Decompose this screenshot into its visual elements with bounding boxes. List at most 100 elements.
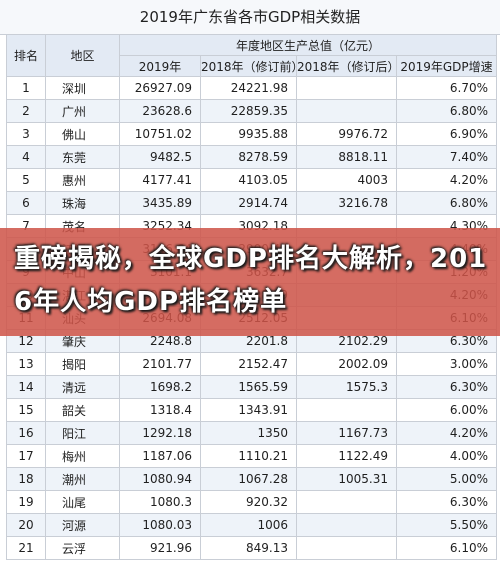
- cell-growth: 4.20%: [395, 421, 498, 445]
- header-2019-growth: 2019年GDP增速: [395, 55, 498, 77]
- cell-region: 深圳: [45, 76, 120, 100]
- cell-rank: 15: [6, 398, 46, 422]
- headline-overlay: 重磅揭秘，全球GDP排名大解析，2016年人均GDP排名榜单: [0, 228, 500, 336]
- cell-rank: 2: [6, 99, 46, 123]
- cell-gdp-2018-before: 2152.47: [200, 352, 297, 376]
- cell-rank: 19: [6, 490, 46, 514]
- cell-region: 惠州: [45, 168, 120, 192]
- table-title: 2019年广东省各市GDP相关数据: [0, 0, 500, 35]
- table-row: 19 汕尾 1080.3 920.32 6.30%: [6, 490, 498, 514]
- cell-growth: 6.30%: [395, 490, 498, 514]
- cell-gdp-2018-before: 1067.28: [200, 467, 297, 491]
- table-row: 15 韶关 1318.4 1343.91 6.00%: [6, 398, 498, 422]
- cell-gdp-2018-before: 920.32: [200, 490, 297, 514]
- cell-region: 广州: [45, 99, 120, 123]
- cell-region: 东莞: [45, 145, 120, 169]
- cell-gdp-2019: 4177.41: [119, 168, 201, 192]
- cell-region: 珠海: [45, 191, 120, 215]
- cell-gdp-2019: 1292.18: [119, 421, 201, 445]
- cell-rank: 17: [6, 444, 46, 468]
- table-row: 6 珠海 3435.89 2914.74 3216.78 6.80%: [6, 191, 498, 215]
- header-2018-after-revision: 2018年（修订后）: [296, 55, 397, 77]
- cell-growth: 4.20%: [395, 168, 498, 192]
- table-row: 3 佛山 10751.02 9935.88 9976.72 6.90%: [6, 122, 498, 146]
- cell-rank: 20: [6, 513, 46, 537]
- cell-gdp-2018-after: [296, 76, 397, 100]
- cell-gdp-2018-after: [296, 490, 397, 514]
- cell-region: 韶关: [45, 398, 120, 422]
- cell-gdp-2019: 1080.94: [119, 467, 201, 491]
- cell-gdp-2018-after: 1005.31: [296, 467, 397, 491]
- cell-gdp-2019: 3435.89: [119, 191, 201, 215]
- cell-region: 佛山: [45, 122, 120, 146]
- cell-growth: 7.40%: [395, 145, 498, 169]
- cell-growth: 6.80%: [395, 99, 498, 123]
- cell-gdp-2018-before: 1350: [200, 421, 297, 445]
- cell-growth: 5.00%: [395, 467, 498, 491]
- cell-rank: 4: [6, 145, 46, 169]
- cell-growth: 3.00%: [395, 352, 498, 376]
- cell-gdp-2019: 1318.4: [119, 398, 201, 422]
- header-2018-before-revision: 2018年（修订前）: [200, 55, 297, 77]
- cell-gdp-2018-before: 2914.74: [200, 191, 297, 215]
- cell-region: 阳江: [45, 421, 120, 445]
- cell-region: 梅州: [45, 444, 120, 468]
- cell-gdp-2018-before: 24221.98: [200, 76, 297, 100]
- cell-gdp-2018-after: [296, 536, 397, 560]
- cell-region: 清远: [45, 375, 120, 399]
- table-row: 20 河源 1080.03 1006 5.50%: [6, 513, 498, 537]
- cell-gdp-2018-after: 8818.11: [296, 145, 397, 169]
- cell-growth: 6.80%: [395, 191, 498, 215]
- header-rank: 排名: [6, 34, 46, 77]
- cell-gdp-2019: 10751.02: [119, 122, 201, 146]
- cell-gdp-2019: 23628.6: [119, 99, 201, 123]
- cell-rank: 6: [6, 191, 46, 215]
- cell-rank: 16: [6, 421, 46, 445]
- cell-region: 汕尾: [45, 490, 120, 514]
- cell-rank: 1: [6, 76, 46, 100]
- cell-gdp-2019: 1698.2: [119, 375, 201, 399]
- cell-gdp-2018-before: 9935.88: [200, 122, 297, 146]
- cell-gdp-2018-after: 3216.78: [296, 191, 397, 215]
- cell-gdp-2018-after: 2002.09: [296, 352, 397, 376]
- cell-gdp-2018-before: 1343.91: [200, 398, 297, 422]
- header-gdp-group: 年度地区生产总值（亿元）: [118, 34, 498, 56]
- cell-gdp-2019: 1080.3: [119, 490, 201, 514]
- cell-region: 云浮: [45, 536, 120, 560]
- table-row: 14 清远 1698.2 1565.59 1575.3 6.30%: [6, 375, 498, 399]
- cell-gdp-2019: 1187.06: [119, 444, 201, 468]
- table-row: 18 潮州 1080.94 1067.28 1005.31 5.00%: [6, 467, 498, 491]
- cell-gdp-2018-after: [296, 398, 397, 422]
- cell-rank: 13: [6, 352, 46, 376]
- cell-growth: 6.30%: [395, 375, 498, 399]
- cell-growth: 5.50%: [395, 513, 498, 537]
- cell-gdp-2018-before: 849.13: [200, 536, 297, 560]
- cell-rank: 3: [6, 122, 46, 146]
- cell-gdp-2019: 1080.03: [119, 513, 201, 537]
- cell-gdp-2018-before: 1565.59: [200, 375, 297, 399]
- table-row: 13 揭阳 2101.77 2152.47 2002.09 3.00%: [6, 352, 498, 376]
- table-row: 16 阳江 1292.18 1350 1167.73 4.20%: [6, 421, 498, 445]
- table-row: 5 惠州 4177.41 4103.05 4003 4.20%: [6, 168, 498, 192]
- cell-growth: 4.00%: [395, 444, 498, 468]
- cell-gdp-2018-after: [296, 99, 397, 123]
- table-row: 17 梅州 1187.06 1110.21 1122.49 4.00%: [6, 444, 498, 468]
- cell-region: 河源: [45, 513, 120, 537]
- cell-growth: 6.10%: [395, 536, 498, 560]
- cell-gdp-2018-before: 1006: [200, 513, 297, 537]
- cell-gdp-2018-before: 8278.59: [200, 145, 297, 169]
- cell-growth: 6.70%: [395, 76, 498, 100]
- cell-region: 潮州: [45, 467, 120, 491]
- table-row: 4 东莞 9482.5 8278.59 8818.11 7.40%: [6, 145, 498, 169]
- table-row: 2 广州 23628.6 22859.35 6.80%: [6, 99, 498, 123]
- cell-gdp-2019: 921.96: [119, 536, 201, 560]
- cell-growth: 6.90%: [395, 122, 498, 146]
- cell-gdp-2019: 2101.77: [119, 352, 201, 376]
- cell-gdp-2019: 9482.5: [119, 145, 201, 169]
- cell-gdp-2018-after: 1167.73: [296, 421, 397, 445]
- headline-text: 重磅揭秘，全球GDP排名大解析，2016年人均GDP排名榜单: [14, 244, 488, 317]
- cell-gdp-2018-before: 1110.21: [200, 444, 297, 468]
- header-region: 地区: [45, 34, 120, 77]
- cell-rank: 14: [6, 375, 46, 399]
